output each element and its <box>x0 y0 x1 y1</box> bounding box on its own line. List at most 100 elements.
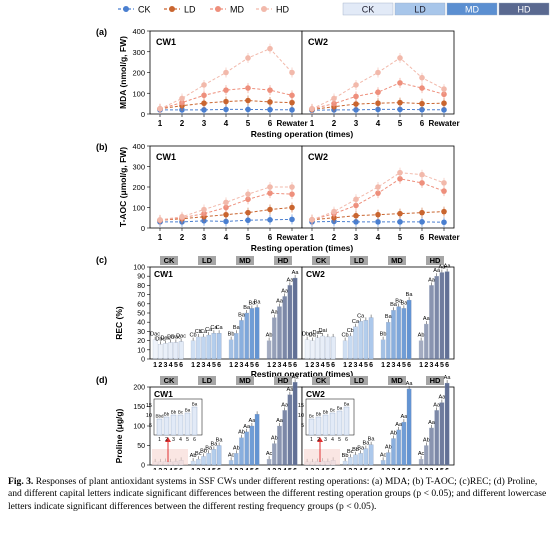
xtick-label: 3 <box>354 233 359 242</box>
ytick-label: 90 <box>137 274 145 281</box>
xtick-label: 4 <box>283 362 287 369</box>
group-tag-HD <box>426 256 444 265</box>
xtick-label: 4 <box>245 362 249 369</box>
xlabel-b: Resting operation (times) <box>251 243 354 253</box>
xtick-label: 5 <box>402 362 406 369</box>
subplot-d-cw1: CKLDMDHDCW1050100150200123456Ab1Bc2Bb3Ba… <box>133 374 303 470</box>
inset-bar-label: Bc <box>330 408 336 413</box>
bar-LD-5 <box>211 449 217 466</box>
legend-swatch-CK <box>342 2 394 16</box>
bar-MD-2 <box>386 322 391 360</box>
data-point-HD <box>397 169 403 176</box>
xtick-label: 4 <box>321 468 325 470</box>
xtick-label: 2 <box>386 362 390 369</box>
data-point-LD <box>441 100 447 107</box>
bar-LD-3 <box>201 336 206 360</box>
xtick-label: 6 <box>331 468 335 470</box>
bar-LD-2 <box>348 457 353 466</box>
bar-CK-6 <box>178 341 184 360</box>
bar-HD-1 <box>418 458 424 466</box>
bar-MD-4 <box>244 312 249 360</box>
bar-LD-2 <box>196 458 201 466</box>
subplot-title: CW2 <box>306 269 325 279</box>
ytick-label: 200 <box>133 385 145 392</box>
bar-significance-label: Aa <box>444 264 452 270</box>
bar-significance-label: Aa <box>281 288 289 294</box>
bar-significance-label: Ab <box>385 445 392 451</box>
panel-letter-d: (d) <box>96 375 108 385</box>
bar-significance-label: Ca <box>200 329 208 335</box>
xtick-label: 5 <box>440 362 444 369</box>
inset-bar-label: Ba <box>185 408 191 413</box>
xtick-label: 2 <box>180 233 185 242</box>
subplot-title: CW1 <box>156 152 176 162</box>
group-tag-MD <box>388 256 406 265</box>
xtick-label: 2 <box>196 362 200 369</box>
data-point-MD <box>353 93 359 100</box>
xtick-label: 6 <box>293 468 297 470</box>
data-point-MD <box>375 190 381 196</box>
xtick-label: 3 <box>164 362 168 369</box>
xtick-label: 6 <box>420 119 425 128</box>
bar-significance-label: Aa <box>433 268 441 274</box>
bar-MD-2 <box>386 452 391 466</box>
xtick-label: 5 <box>440 468 444 470</box>
bar-HD-2 <box>272 317 277 360</box>
bar-significance-label: Ba <box>233 325 241 331</box>
xtick-label: 2 <box>196 468 200 470</box>
data-point-HD <box>419 74 425 81</box>
bar-significance-label: Aa <box>438 395 446 401</box>
xlabel-c: Resting operation (times) <box>251 369 354 379</box>
data-point-LD <box>267 99 273 105</box>
data-point-HD <box>267 45 273 52</box>
data-point-HD <box>309 106 315 112</box>
bar-LD-3 <box>353 454 358 466</box>
data-point-MD <box>375 89 381 96</box>
data-point-MD <box>331 100 337 107</box>
ytick-label: 0 <box>141 357 145 364</box>
xtick-label: 6 <box>407 468 411 470</box>
xlabel-a: Resting operation (times) <box>251 129 354 139</box>
inset-ytick: 15 <box>298 403 304 409</box>
subplot-b-cw2: CW2 1 2 3 4 5 6 Rewater <box>301 145 460 242</box>
inset-xtick: 2 <box>165 437 168 443</box>
xtick-label: 5 <box>364 468 368 470</box>
data-point-LD <box>419 100 425 107</box>
xtick-label: 4 <box>321 362 325 369</box>
inset-xtick: 3 <box>172 437 175 443</box>
bar-significance-label: Dac <box>161 335 171 341</box>
bar-significance-label: Ca <box>216 325 224 331</box>
data-point-LD <box>375 100 381 107</box>
data-point-HD <box>289 69 295 76</box>
bar-HD-6 <box>292 382 298 466</box>
inset-ytick: 5 <box>301 423 304 429</box>
data-point-LD <box>397 210 403 217</box>
xtick-label: 3 <box>354 468 358 470</box>
bar-HD-5 <box>287 285 293 360</box>
bar-significance-label: Ac <box>380 452 387 458</box>
bar-significance-label: Aa <box>438 265 446 271</box>
bar-CK-3 <box>315 337 320 360</box>
bar-LD-1 <box>190 340 196 360</box>
bar-LD-4 <box>206 334 211 360</box>
bar-significance-label: Ab <box>266 333 273 339</box>
xtick-label: 2 <box>272 468 276 470</box>
data-point-HD <box>201 206 207 213</box>
inset-ytick: 15 <box>146 403 152 409</box>
data-point-LD <box>245 97 251 104</box>
bar-CK-2 <box>158 344 163 360</box>
data-point-CK <box>267 217 273 223</box>
subplot-title: CW2 <box>308 37 328 47</box>
xtick-label: 1 <box>419 468 423 470</box>
legend-label-CK: CK <box>362 5 375 15</box>
inset-bar-label: Bb <box>316 412 322 417</box>
ytick-label: 400 <box>132 142 145 151</box>
bar-LD-6 <box>216 333 222 360</box>
data-point-HD <box>223 199 229 206</box>
xtick-label: 4 <box>397 468 401 470</box>
bar-significance-label: Dac <box>150 332 160 338</box>
panel-letter-b: (b) <box>96 142 108 152</box>
ylabel-a: MDA (nmol/g, FW) <box>118 36 128 109</box>
data-point-CK <box>223 106 229 113</box>
